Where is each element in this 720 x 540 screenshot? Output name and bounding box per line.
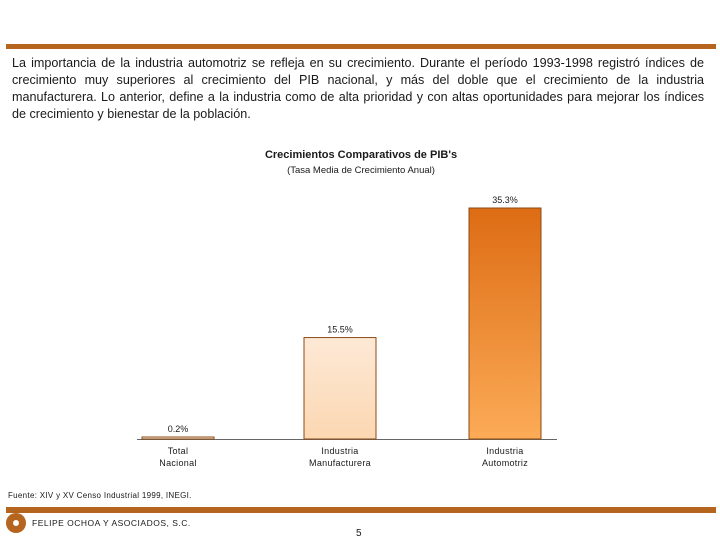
intro-paragraph: La importancia de la industria automotri…: [12, 56, 704, 121]
data-label-1: 0.2%: [168, 424, 189, 434]
category-label-1-line-1: Total: [168, 446, 189, 456]
source-note: Fuente: XIV y XV Censo Industrial 1999, …: [8, 491, 192, 500]
bar-1: [141, 436, 215, 440]
category-label-2-line-2: Manufacturera: [309, 458, 371, 468]
chart-title: Crecimientos Comparativos de PIB's: [264, 149, 458, 161]
category-label-3-line-1: Industria: [486, 446, 523, 456]
bar-chart: 0.2% Total Nacional 15.5% Industria Manufactu…: [137, 195, 557, 468]
category-label-1-line-2: Nacional: [159, 458, 196, 468]
bottom-divider: [6, 507, 716, 513]
bar-3: [468, 207, 542, 440]
data-label-2: 15.5%: [327, 325, 353, 335]
data-label-3: 35.3%: [492, 195, 518, 205]
company-logo-icon: [6, 513, 26, 533]
top-divider: [6, 44, 716, 49]
category-label-2-line-1: Industria: [321, 446, 358, 456]
chart-subtitle: (Tasa Media de Crecimiento Anual): [287, 165, 435, 176]
bar-2: [303, 337, 377, 440]
page-number: 5: [356, 528, 362, 539]
category-label-3-line-2: Automotriz: [482, 458, 528, 468]
company-name: FELIPE OCHOA Y ASOCIADOS, S.C.: [32, 518, 191, 528]
